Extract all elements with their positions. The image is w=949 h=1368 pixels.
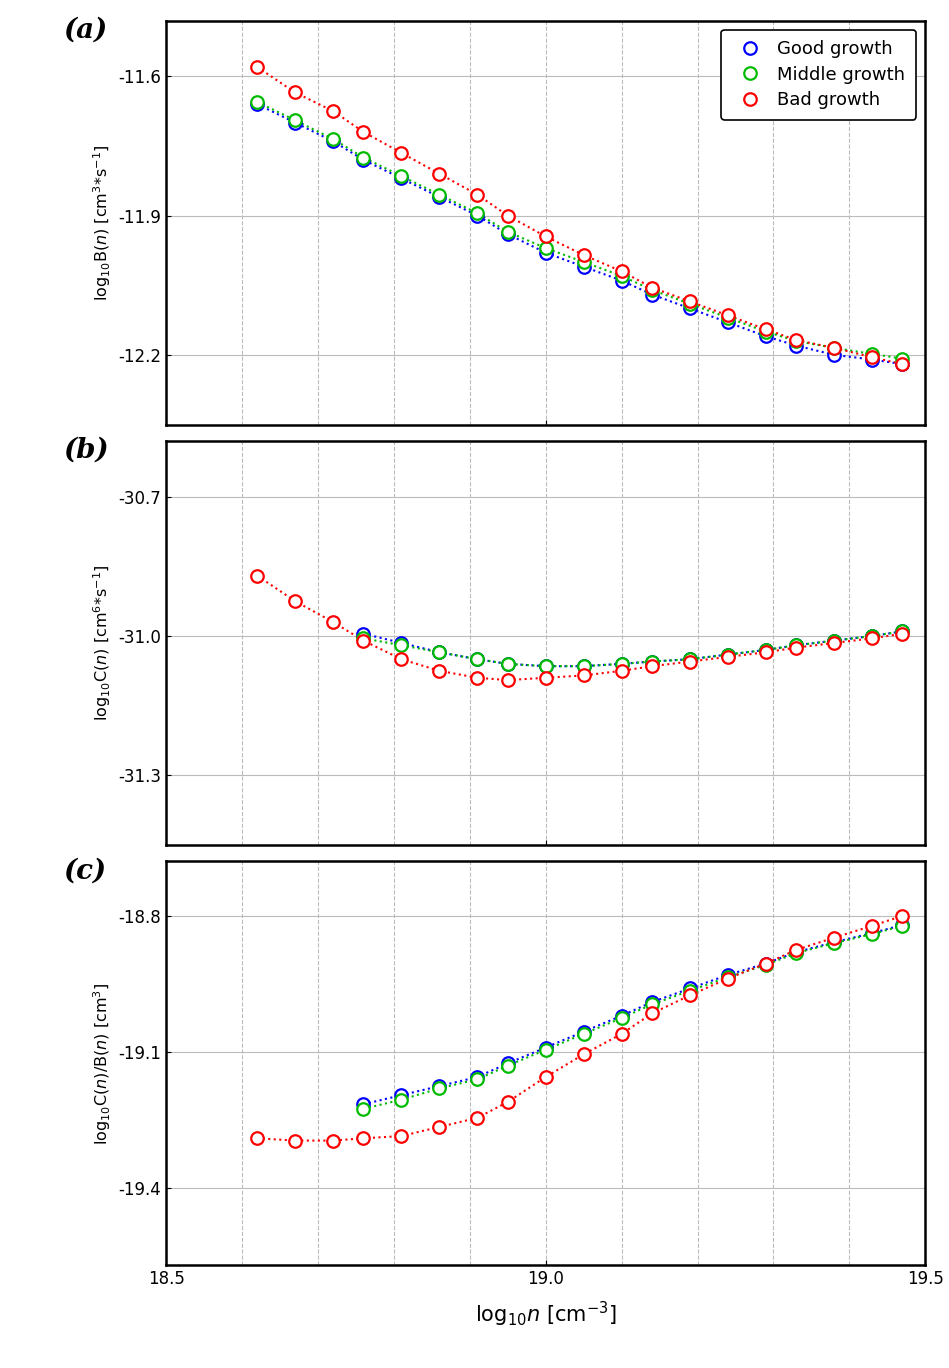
Legend: Good growth, Middle growth, Bad growth: Good growth, Middle growth, Bad growth — [721, 30, 916, 119]
X-axis label: log$_{10}n$ [cm$^{-3}$]: log$_{10}n$ [cm$^{-3}$] — [474, 1300, 617, 1328]
Text: (a): (a) — [64, 16, 108, 44]
Text: (b): (b) — [64, 436, 109, 464]
Y-axis label: log$_{10}$B($n$) [cm$^{3}$*s$^{-1}$]: log$_{10}$B($n$) [cm$^{3}$*s$^{-1}$] — [91, 144, 113, 301]
Y-axis label: log$_{10}$C($n$) [cm$^{6}$*s$^{-1}$]: log$_{10}$C($n$) [cm$^{6}$*s$^{-1}$] — [91, 565, 113, 721]
Y-axis label: log$_{10}$C($n$)/B($n$) [cm$^{3}$]: log$_{10}$C($n$)/B($n$) [cm$^{3}$] — [91, 982, 113, 1145]
Text: (c): (c) — [64, 858, 106, 884]
